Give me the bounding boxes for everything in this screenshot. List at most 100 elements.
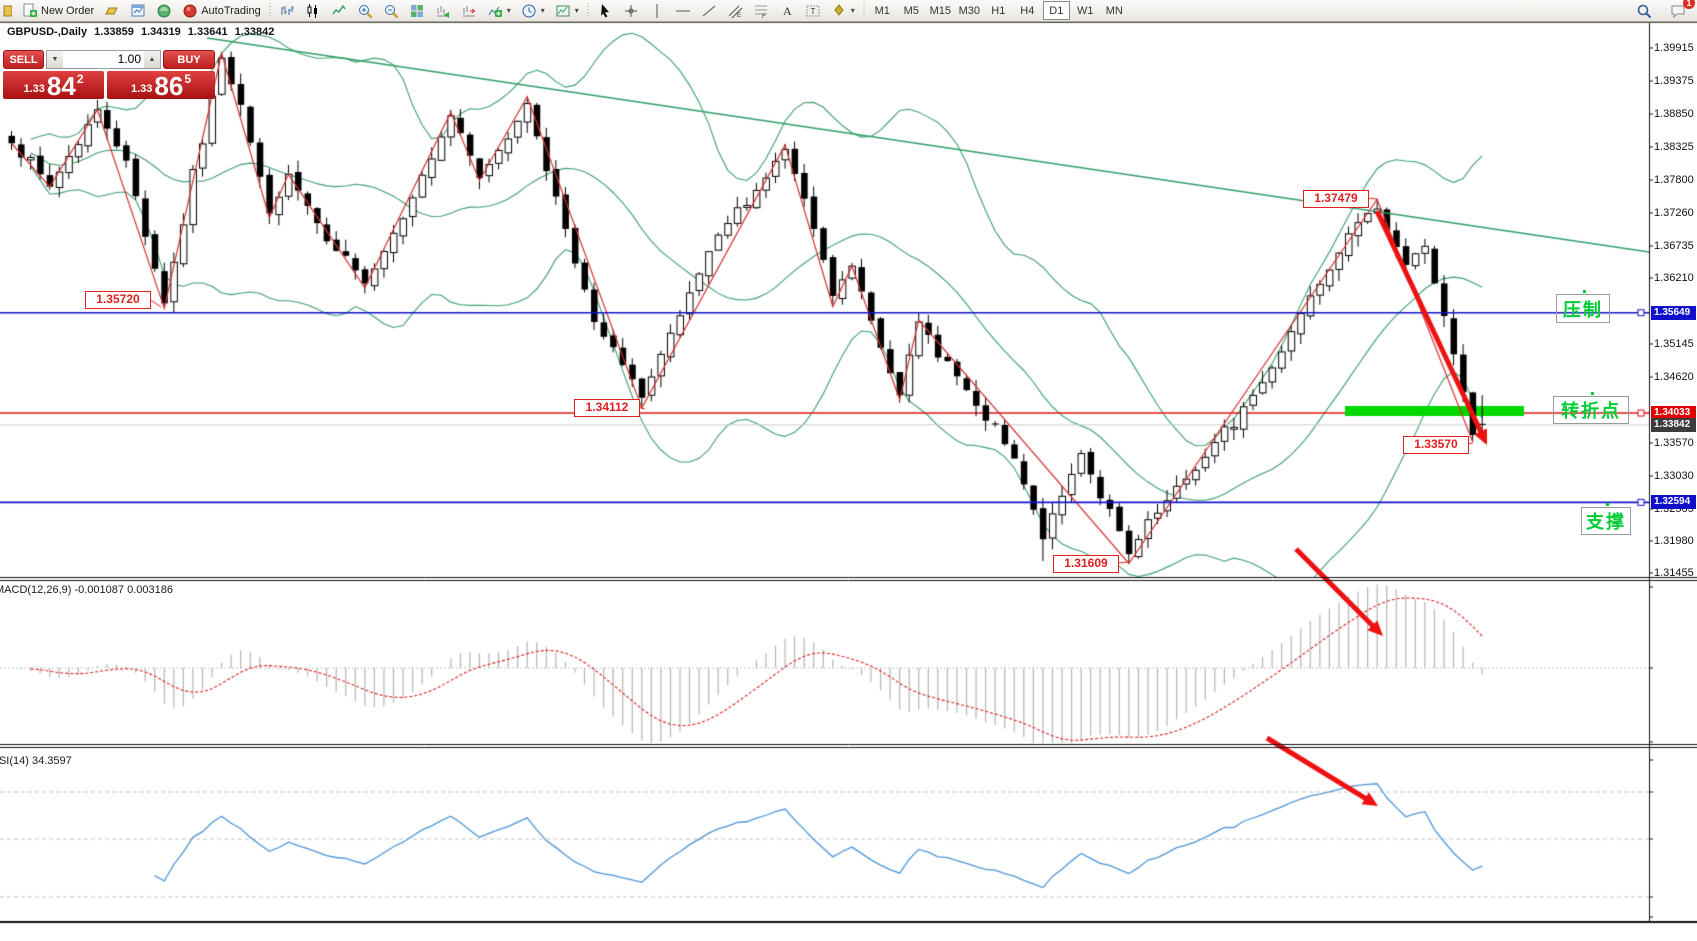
timeframe-m5[interactable]: M5 xyxy=(898,1,925,20)
volume-stepper: ▼ 1.00 ▲ xyxy=(46,50,161,69)
autotrading-button[interactable]: AutoTrading xyxy=(178,1,265,20)
timeframe-m1[interactable]: M1 xyxy=(869,1,896,20)
auto-scroll-button[interactable] xyxy=(431,1,455,20)
expert-advisors-button[interactable] xyxy=(152,1,176,20)
shift-icon xyxy=(461,3,477,19)
hline-icon xyxy=(675,3,691,19)
timeframe-h1[interactable]: H1 xyxy=(985,1,1012,20)
price-axis-tag: 1.34033 xyxy=(1651,406,1696,420)
sell-price-box[interactable]: 1.33 84 2 xyxy=(3,71,104,99)
trendline-button[interactable] xyxy=(697,1,721,20)
svg-text:T: T xyxy=(810,7,815,16)
anchor-dot xyxy=(1606,503,1609,506)
crosshair-icon xyxy=(623,3,639,19)
crosshair-button[interactable] xyxy=(619,1,643,20)
chart-shift-button[interactable] xyxy=(457,1,481,20)
autoscroll-icon xyxy=(435,3,451,19)
timeframe-m15-label: M15 xyxy=(929,4,951,17)
buy-button[interactable]: BUY xyxy=(163,50,215,69)
toolbar-separator xyxy=(586,3,589,18)
rsi-indicator-label: RSI(14) 34.3597 xyxy=(0,755,72,767)
profiles-button[interactable] xyxy=(100,1,124,20)
main-toolbar: New Order AutoTrading ▾ ▾ ▾ E F A T ▾ M1 M5 M15 M30 H1… xyxy=(0,0,1697,22)
candlestick-chart-button[interactable] xyxy=(301,1,325,20)
search-button[interactable] xyxy=(1632,1,1656,20)
price-axis-tick: 1.37260 xyxy=(1654,207,1694,219)
autotrading-button-label: AutoTrading xyxy=(201,4,261,17)
recent-low-jan-callout[interactable]: 1.33570 xyxy=(1403,436,1469,454)
clipped-chart-button[interactable] xyxy=(1,1,16,20)
clipped-chart-icon xyxy=(0,3,12,19)
swing-low-jul-callout[interactable]: 1.35720 xyxy=(85,291,151,309)
equidistant-channel-button[interactable]: E xyxy=(723,1,747,20)
turning-point-label[interactable]: 转折点 xyxy=(1553,392,1629,424)
price-axis-tick: 1.39915 xyxy=(1654,42,1694,54)
one-click-trading-panel: SELL ▼ 1.00 ▲ BUY 1.33 84 2 1.33 86 5 xyxy=(3,50,215,100)
timeframe-mn-label: MN xyxy=(1105,4,1123,17)
candles-icon xyxy=(305,3,321,19)
zoom-in-icon xyxy=(357,3,373,19)
zoom-out-button[interactable] xyxy=(379,1,403,20)
periods-button[interactable]: ▾ xyxy=(517,1,549,20)
ohlc-low: 1.33641 xyxy=(187,26,228,38)
price-axis-tick: 1.33030 xyxy=(1654,470,1694,482)
volume-value[interactable]: 1.00 xyxy=(117,52,141,66)
sell-price-big: 84 xyxy=(46,71,76,101)
timeframe-w1[interactable]: W1 xyxy=(1072,1,1099,20)
zoom-in-button[interactable] xyxy=(353,1,377,20)
buy-price-small: 1.33 xyxy=(130,83,153,95)
tile-windows-button[interactable] xyxy=(405,1,429,20)
timeframe-m30[interactable]: M30 xyxy=(956,1,983,20)
terminal-icon xyxy=(130,3,146,19)
macd-indicator-label: MACD(12,26,9) -0.001087 0.003186 xyxy=(0,584,173,596)
bar-chart-button[interactable] xyxy=(275,1,299,20)
text-button[interactable]: A xyxy=(775,1,799,20)
price-axis-tag: 1.32594 xyxy=(1651,495,1696,509)
horizontal-line-button[interactable] xyxy=(671,1,695,20)
volume-down-button[interactable]: ▼ xyxy=(47,51,63,68)
arrows-button[interactable]: ▾ xyxy=(827,1,859,20)
indicators-icon xyxy=(487,3,503,19)
notification-badge: 1 xyxy=(1683,0,1695,9)
sell-button[interactable]: SELL xyxy=(3,50,44,69)
cursor-button[interactable] xyxy=(593,1,617,20)
price-axis-tick: 1.37800 xyxy=(1654,174,1694,186)
timeframe-m15[interactable]: M15 xyxy=(927,1,954,20)
timeframe-d1[interactable]: D1 xyxy=(1042,1,1070,20)
vertical-line-button[interactable] xyxy=(645,1,669,20)
resistance-label[interactable]: 压制 xyxy=(1556,290,1610,323)
svg-text:A: A xyxy=(783,4,792,18)
support-label[interactable]: 支撑 xyxy=(1581,503,1631,535)
chevron-down-icon: ▾ xyxy=(506,6,511,15)
chart-title-ohlc: GBPUSD-,Daily 1.33859 1.34319 1.33641 1.… xyxy=(7,26,278,38)
chart-symbol-period: GBPUSD-,Daily xyxy=(7,26,88,38)
swing-low-dec-callout[interactable]: 1.31609 xyxy=(1053,555,1119,573)
templates-button[interactable]: ▾ xyxy=(551,1,583,20)
swing-high-jan-callout[interactable]: 1.37479 xyxy=(1303,190,1369,208)
price-axis-tick: 1.36735 xyxy=(1654,240,1694,252)
ea-icon xyxy=(156,3,172,19)
templates-icon xyxy=(555,3,571,19)
buy-price-box[interactable]: 1.33 86 5 xyxy=(107,71,215,99)
sell-price-small: 1.33 xyxy=(23,83,45,95)
terminal-button[interactable] xyxy=(126,1,150,20)
new-order-button[interactable]: New Order xyxy=(18,1,98,20)
notifications-button[interactable]: 1 xyxy=(1666,0,1695,20)
channel-icon: E xyxy=(727,3,743,19)
text-label-button[interactable]: T xyxy=(801,1,825,20)
line-chart-button[interactable] xyxy=(327,1,351,20)
timeframe-h1-label: H1 xyxy=(991,4,1006,17)
text-t-icon: T xyxy=(805,3,821,19)
bars-icon xyxy=(279,3,295,19)
new-order-button-label: New Order xyxy=(41,4,95,17)
fibonacci-button[interactable]: F xyxy=(749,1,773,20)
tile-icon xyxy=(409,3,425,19)
timeframe-mn[interactable]: MN xyxy=(1101,1,1128,20)
swing-low-sep-callout[interactable]: 1.34112 xyxy=(574,399,640,417)
trend-icon xyxy=(701,3,717,19)
timeframe-h4[interactable]: H4 xyxy=(1014,1,1041,20)
volume-up-button[interactable]: ▲ xyxy=(144,51,160,68)
indicators-button[interactable]: ▾ xyxy=(483,1,515,20)
